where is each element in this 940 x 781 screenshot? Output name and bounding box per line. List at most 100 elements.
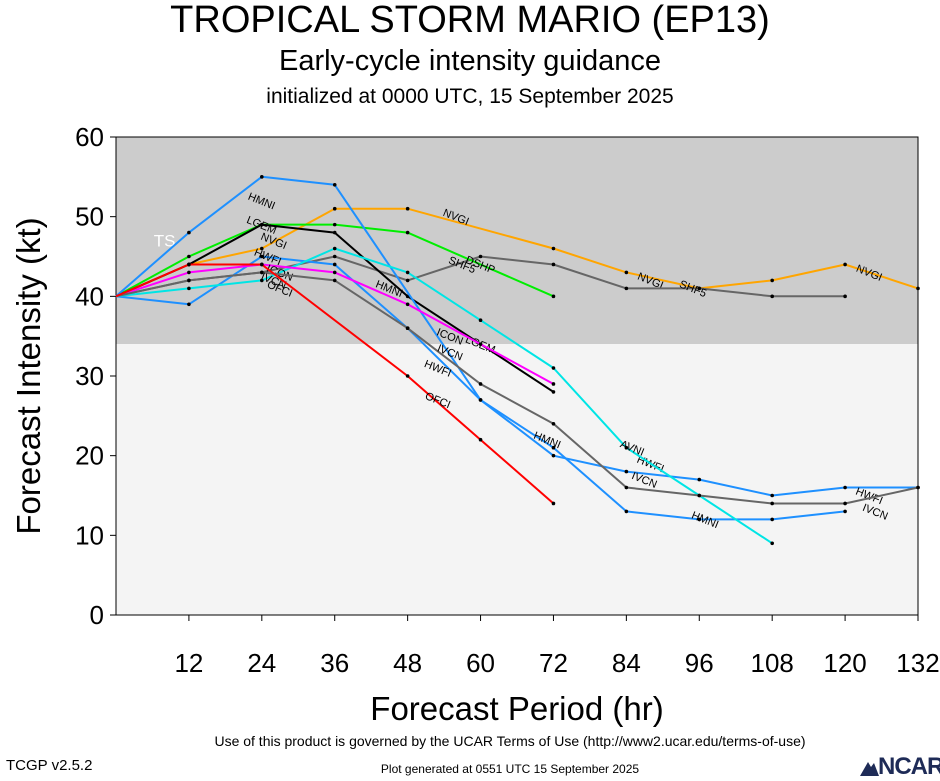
- y-tick-label: 0: [90, 600, 104, 630]
- chart-subtitle: Early-cycle intensity guidance: [278, 45, 661, 77]
- x-tick-label: 60: [466, 648, 495, 678]
- series-point-ivcn: [332, 278, 337, 283]
- y-tick-label: 60: [75, 122, 104, 152]
- x-tick-label: 48: [393, 648, 422, 678]
- series-point-ofci: [260, 262, 264, 267]
- series-point-ivcn: [478, 382, 483, 386]
- series-point-avni: [405, 270, 410, 275]
- series-point-nvgi: [260, 246, 264, 251]
- intensity-band: [116, 137, 918, 345]
- series-point-icon: [551, 382, 556, 386]
- x-tick-label: 72: [539, 648, 568, 678]
- series-line-ivcn: [115, 271, 919, 505]
- series-point-ivcn: [624, 485, 629, 490]
- y-tick-label: 10: [75, 520, 104, 550]
- x-tick-label: 24: [247, 648, 276, 678]
- series-point-avni: [624, 445, 629, 450]
- series-point-avni: [332, 246, 337, 251]
- intensity-band: [116, 344, 918, 615]
- y-tick-label: 40: [75, 281, 104, 311]
- series-point-hmni: [260, 175, 264, 179]
- series-point-hmni: [624, 509, 629, 514]
- series-point-hwfi: [260, 254, 264, 259]
- series-point-ofci: [187, 262, 191, 267]
- x-tick-label: 120: [823, 648, 866, 678]
- series-point-icon: [187, 270, 191, 275]
- x-tick-label: 132: [896, 648, 939, 678]
- series-point-nvgi: [551, 246, 556, 251]
- product-version: TCGP v2.5.2: [6, 757, 93, 774]
- series-point-lgem: [260, 222, 264, 227]
- x-axis-label: Forecast Period (hr): [370, 690, 663, 727]
- band-label: TS: [154, 232, 176, 251]
- series-point-hmni: [697, 517, 702, 522]
- x-tick-label: 12: [174, 648, 203, 678]
- series-point-dshp: [187, 254, 191, 259]
- series-line-avni: [115, 247, 773, 545]
- series-point-avni: [187, 286, 191, 291]
- series-point-shf5: [478, 254, 483, 259]
- series-point-hmni: [332, 183, 337, 187]
- series-point-icon: [332, 270, 337, 275]
- series-point-ofci: [405, 374, 410, 378]
- series-point-hwfi: [843, 485, 847, 490]
- series-point-nvgi: [843, 262, 847, 267]
- series-point-ivcn: [843, 501, 847, 506]
- series-point-hwfi: [697, 477, 702, 482]
- series-point-dshp: [405, 230, 410, 235]
- series-point-ofci: [478, 437, 483, 442]
- series-point-lgem: [332, 230, 337, 235]
- y-tick-label: 50: [75, 202, 104, 232]
- series-point-icon: [405, 302, 410, 307]
- series-point-nvgi: [916, 286, 920, 291]
- terms-of-use-notice: Use of this product is governed by the U…: [214, 733, 806, 749]
- series-point-ivcn: [405, 326, 410, 331]
- series-point-dshp: [551, 294, 556, 299]
- series-point-nvgi: [770, 278, 774, 283]
- x-tick-label: 84: [612, 648, 641, 678]
- x-tick-label: 108: [750, 648, 793, 678]
- series-point-nvgi: [624, 270, 629, 275]
- series-point-ivcn: [916, 485, 920, 490]
- chart-title: TROPICAL STORM MARIO (EP13): [170, 0, 770, 41]
- ncar-logo: NCAR: [858, 752, 940, 780]
- series-point-shf5: [332, 254, 337, 259]
- series-point-hmni: [187, 230, 191, 235]
- series-point-ivcn: [551, 422, 556, 426]
- series-point-shf5: [770, 294, 774, 299]
- series-point-hmni: [770, 517, 774, 522]
- series-point-hwfi: [551, 453, 556, 458]
- generation-time: Plot generated at 0551 UTC 15 September …: [380, 762, 640, 776]
- series-point-nvgi: [405, 206, 410, 211]
- series-point-lgem: [551, 390, 556, 394]
- series-point-shf5: [405, 278, 410, 283]
- series-point-hwfi: [478, 398, 483, 402]
- series-point-hmni: [843, 509, 847, 514]
- series-point-hwfi: [187, 302, 191, 307]
- series-point-shf5: [697, 286, 702, 291]
- series-point-shf5: [624, 286, 629, 291]
- ncar-logo-icon: [860, 762, 879, 776]
- x-tick-label: 96: [685, 648, 714, 678]
- y-tick-label: 20: [75, 441, 104, 471]
- ncar-logo-text: NCAR: [878, 753, 940, 780]
- series-point-shf5: [843, 294, 847, 299]
- series-point-ivcn: [770, 501, 774, 506]
- series-point-avni: [478, 318, 483, 323]
- y-tick-label: 30: [75, 361, 104, 391]
- series-point-hwfi: [332, 262, 337, 267]
- series-point-avni: [260, 278, 264, 283]
- series-point-ivcn: [187, 278, 191, 283]
- series-point-avni: [551, 366, 556, 370]
- series-point-hwfi: [770, 493, 774, 498]
- y-axis-label: Forecast Intensity (kt): [10, 217, 47, 534]
- series-point-hmni: [551, 445, 556, 450]
- series-point-ofci: [551, 501, 556, 506]
- series-point-icon: [478, 342, 483, 346]
- series-point-dshp: [332, 222, 337, 227]
- series-point-ivcn: [697, 493, 702, 498]
- series-point-ivcn: [260, 270, 264, 275]
- series-point-hwfi: [624, 469, 629, 474]
- initialization-time: initialized at 0000 UTC, 15 September 20…: [266, 85, 674, 108]
